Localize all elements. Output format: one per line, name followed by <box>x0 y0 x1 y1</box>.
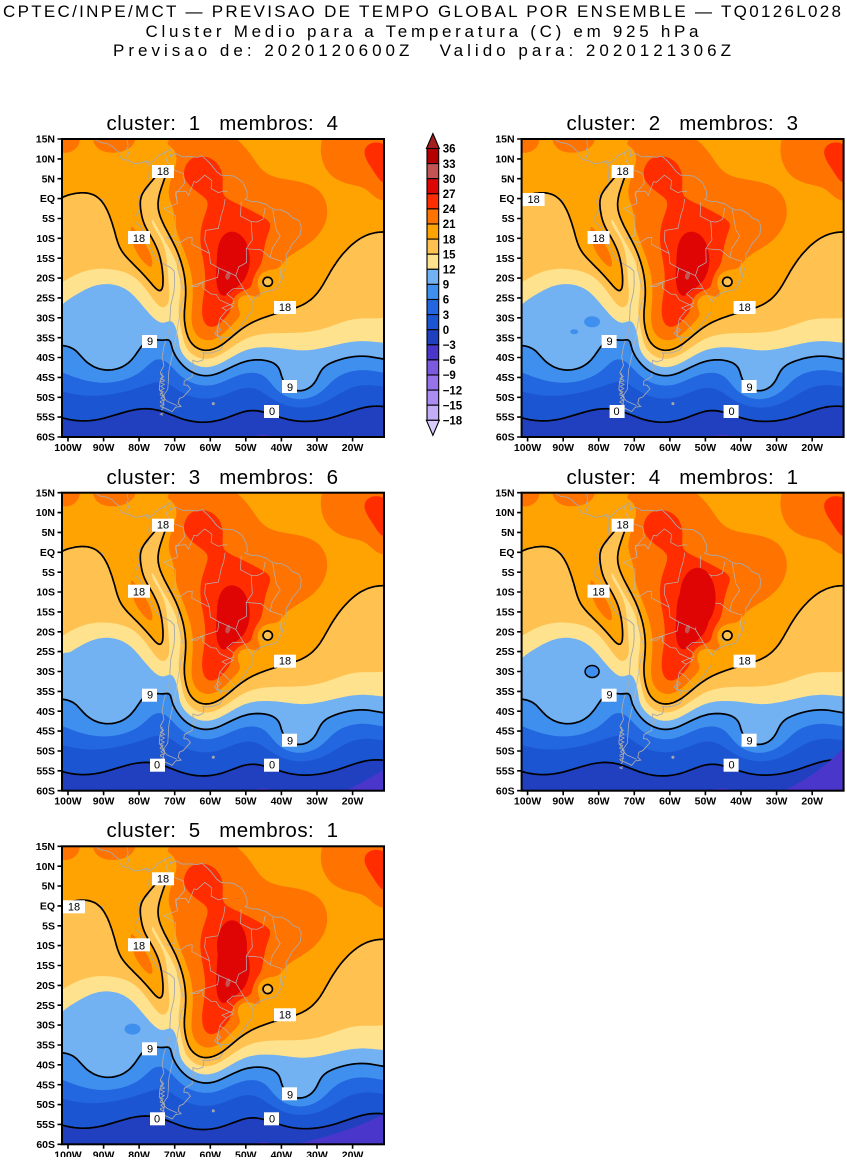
svg-text:27: 27 <box>443 189 456 201</box>
svg-text:cluster: 4 membros: 1: cluster: 4 membros: 1 <box>567 466 800 489</box>
svg-text:0: 0 <box>443 325 449 337</box>
svg-text:36: 36 <box>443 144 456 156</box>
svg-text:−6: −6 <box>443 355 456 367</box>
svg-text:18: 18 <box>527 194 539 206</box>
svg-text:−15: −15 <box>443 400 463 412</box>
svg-text:24: 24 <box>443 204 456 216</box>
svg-text:0: 0 <box>154 1113 160 1125</box>
svg-text:0: 0 <box>154 760 160 772</box>
svg-text:15: 15 <box>443 249 456 261</box>
svg-text:33: 33 <box>443 159 456 171</box>
svg-text:−18: −18 <box>443 416 463 428</box>
svg-text:cluster: 5 membros: 1: cluster: 5 membros: 1 <box>107 819 340 842</box>
svg-text:12: 12 <box>443 265 456 277</box>
svg-text:18: 18 <box>68 901 80 913</box>
svg-text:0: 0 <box>614 406 620 418</box>
svg-text:Previsao de: 2020120600Z Val: Previsao de: 2020120600Z Valido para: 20… <box>113 41 733 60</box>
svg-text:6: 6 <box>443 295 449 307</box>
svg-text:cluster: 1 membros: 4: cluster: 1 membros: 4 <box>107 112 340 135</box>
svg-text:cluster: 3 membros: 6: cluster: 3 membros: 6 <box>107 466 340 489</box>
svg-text:3: 3 <box>443 310 449 322</box>
svg-text:cluster: 2 membros: 3: cluster: 2 membros: 3 <box>567 112 800 135</box>
svg-text:Cluster Medio para a Temperatu: Cluster Medio para a Temperatura (C) em … <box>146 22 701 41</box>
svg-text:18: 18 <box>443 234 456 246</box>
svg-text:CPTEC/INPE/MCT — PREVISAO DE T: CPTEC/INPE/MCT — PREVISAO DE TEMPO GLOBA… <box>3 2 843 21</box>
svg-text:21: 21 <box>443 219 456 231</box>
svg-text:−3: −3 <box>443 340 456 352</box>
svg-text:9: 9 <box>443 280 449 292</box>
svg-text:−9: −9 <box>443 370 456 382</box>
svg-text:−12: −12 <box>443 385 463 397</box>
svg-text:30: 30 <box>443 174 456 186</box>
